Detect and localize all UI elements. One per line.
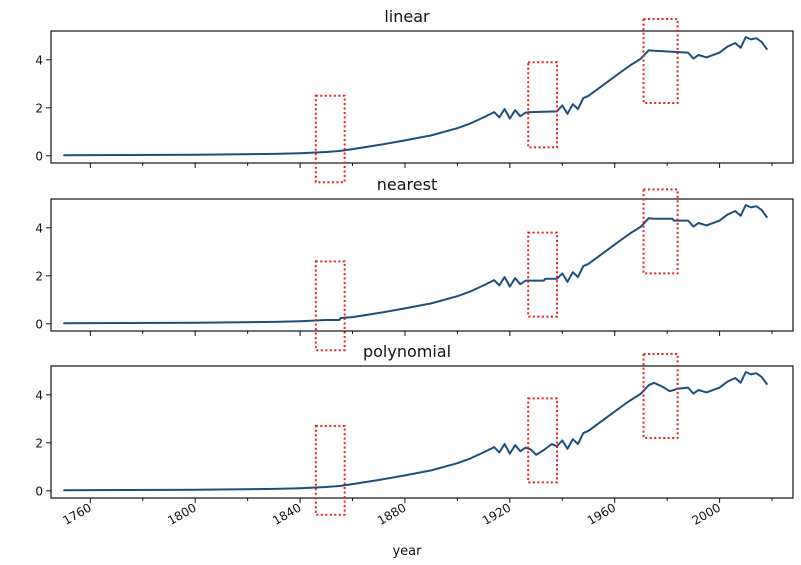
subplot-title: polynomial (363, 342, 451, 361)
plot-area: 0 2 4 (35, 353, 773, 516)
y-tick-label: 0 (35, 484, 43, 498)
x-tick-label: 2000 (690, 500, 723, 527)
highlight-box (314, 260, 346, 352)
y-tick-label: 2 (35, 269, 43, 283)
series-line (63, 371, 768, 492)
y-tick-label: 2 (35, 101, 43, 115)
y-tick-label: 0 (35, 149, 43, 163)
y-tick-label: 4 (35, 388, 43, 402)
axes-frame (50, 30, 794, 164)
x-tick-label: 1800 (165, 500, 198, 527)
y-tick-label: 0 (35, 317, 43, 331)
subplot-title: nearest (377, 175, 437, 194)
highlight-box (642, 18, 679, 104)
x-tick-label: 1840 (270, 500, 303, 527)
series-line (63, 36, 768, 157)
x-tick-label: 1960 (585, 500, 618, 527)
subplot-linear: linear 0 2 4 (35, 7, 794, 184)
highlight-box (527, 397, 559, 484)
highlight-box (642, 188, 679, 275)
highlight-box (314, 94, 346, 184)
subplot-polynomial: polynomial 0 2 4 (35, 342, 794, 516)
highlight-box (527, 61, 559, 149)
axes-frame (50, 365, 794, 499)
x-axis-label: year (392, 544, 422, 559)
x-tick-label: 1760 (60, 500, 93, 527)
highlight-box (642, 353, 679, 439)
highlight-box (314, 425, 346, 516)
axes-frame (50, 198, 794, 332)
plot-area: 0 2 4 (35, 18, 773, 184)
highlight-box (527, 231, 559, 318)
subplot-title: linear (384, 7, 430, 26)
x-tick-labels: 1760 1800 1840 1880 1920 1960 2000 (60, 500, 723, 527)
y-tick-label: 4 (35, 221, 43, 235)
x-tick-label: 1920 (480, 500, 513, 527)
plot-area: 0 2 4 (35, 188, 773, 352)
y-tick-label: 4 (35, 53, 43, 67)
y-tick-label: 2 (35, 436, 43, 450)
subplot-nearest: nearest 0 2 4 (35, 175, 794, 352)
x-tick-label: 1880 (375, 500, 408, 527)
series-line (63, 204, 768, 325)
